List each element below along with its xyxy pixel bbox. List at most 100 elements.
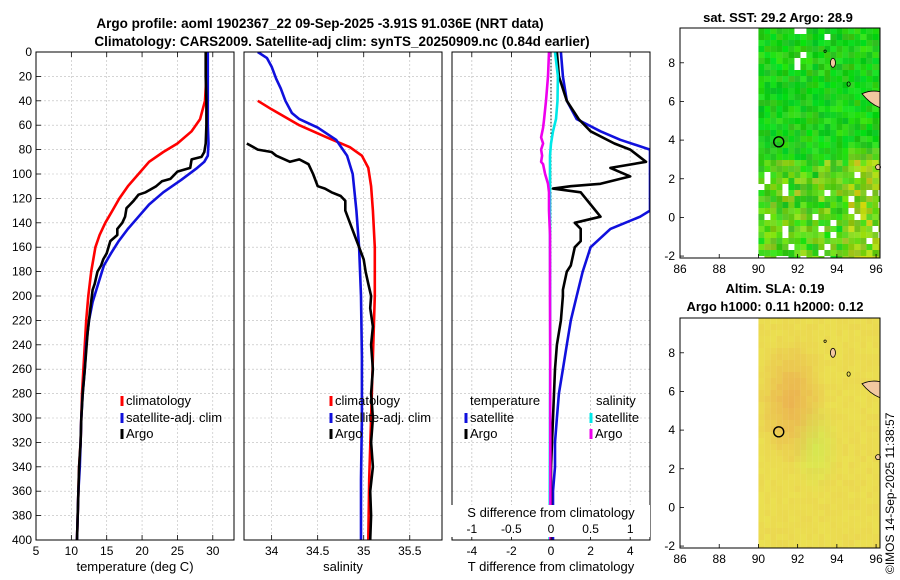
map-cell [788, 528, 795, 534]
map-cell [818, 546, 825, 548]
x-tick-label: 35 [357, 544, 371, 558]
map-cell [788, 336, 795, 342]
x-tick-label: 86 [673, 552, 687, 566]
map-cell [764, 510, 771, 516]
map-cell [782, 528, 789, 534]
map-cell [758, 46, 765, 52]
map-cell [854, 360, 861, 366]
map-cell [824, 196, 831, 202]
map-cell [776, 324, 783, 330]
map-cell [824, 498, 831, 504]
y-tick-label: 120 [12, 191, 32, 205]
map-cell [848, 456, 855, 462]
map-cell [866, 408, 873, 414]
map-cell [806, 142, 813, 148]
map-cell [830, 100, 837, 106]
map-cell [824, 220, 831, 226]
figure-title-line1: Argo profile: aoml 1902367_22 09-Sep-202… [96, 16, 543, 31]
map-cell [872, 366, 879, 372]
map-cell [800, 94, 807, 100]
map-cell [866, 46, 873, 52]
map-cell [848, 474, 855, 480]
map-cell [836, 34, 843, 40]
map-cell [830, 402, 837, 408]
map-cell [788, 136, 795, 142]
map-cell [812, 244, 819, 250]
map-cell [812, 546, 819, 548]
map-cell [848, 136, 855, 142]
map-cell [824, 384, 831, 390]
map-cell [812, 498, 819, 504]
map-cell [812, 540, 819, 546]
map-cell [860, 342, 867, 348]
map-cell [878, 348, 880, 354]
map-cell [818, 46, 825, 52]
map-cell [758, 426, 765, 432]
map-cell [824, 432, 831, 438]
map-cell [872, 214, 879, 220]
map-cell [848, 516, 855, 522]
map-cell [854, 528, 861, 534]
map-cell [812, 94, 819, 100]
legend-climatology-label: climatology [126, 393, 192, 408]
map-cell [848, 46, 855, 52]
map-cell [836, 100, 843, 106]
map-cell [866, 528, 873, 534]
map-cell [818, 444, 825, 450]
map-cell [800, 516, 807, 522]
map-cell [818, 208, 825, 214]
map-cell [848, 58, 855, 64]
map-cell [758, 88, 765, 94]
map-cell [848, 486, 855, 492]
y-tick-label: 200 [12, 289, 32, 303]
map-cell [770, 516, 777, 522]
map-cell [764, 324, 771, 330]
map-cell [860, 244, 867, 250]
map-cell [794, 540, 801, 546]
map-cell [800, 196, 807, 202]
map-cell [872, 64, 879, 70]
map-cell [836, 540, 843, 546]
map-cell [854, 378, 861, 384]
map-cell [878, 426, 880, 432]
map-cell [830, 106, 837, 112]
map-cell [848, 432, 855, 438]
map-cell [782, 378, 789, 384]
map-cell [830, 130, 837, 136]
map-cell [812, 396, 819, 402]
map-cell [866, 250, 873, 256]
map-cell [878, 318, 880, 324]
map-cell [806, 396, 813, 402]
map-cell [830, 70, 837, 76]
map-cell [806, 378, 813, 384]
map-cell [794, 136, 801, 142]
map-cell [842, 202, 849, 208]
map-cell [764, 330, 771, 336]
x-tick-label: 96 [869, 262, 883, 276]
map-cell [860, 486, 867, 492]
map-cell [776, 360, 783, 366]
map-cell [824, 94, 831, 100]
map-cell [830, 546, 837, 548]
map-cell [788, 76, 795, 82]
map-cell [854, 40, 861, 46]
map-cell [866, 342, 873, 348]
map-cell [836, 58, 843, 64]
map-cell [848, 148, 855, 154]
map-cell [830, 456, 837, 462]
map-cell [830, 510, 837, 516]
map-cell [770, 52, 777, 58]
map-cell [842, 82, 849, 88]
map-cell [806, 330, 813, 336]
map-cell [764, 34, 771, 40]
map-cell [788, 166, 795, 172]
map-cell [794, 244, 801, 250]
map-cell [842, 136, 849, 142]
map-cell [794, 226, 801, 232]
map-cell [782, 118, 789, 124]
map-cell [794, 378, 801, 384]
map-cell [812, 378, 819, 384]
map-cell [854, 70, 861, 76]
map-cell [860, 220, 867, 226]
map-cell [872, 420, 879, 426]
